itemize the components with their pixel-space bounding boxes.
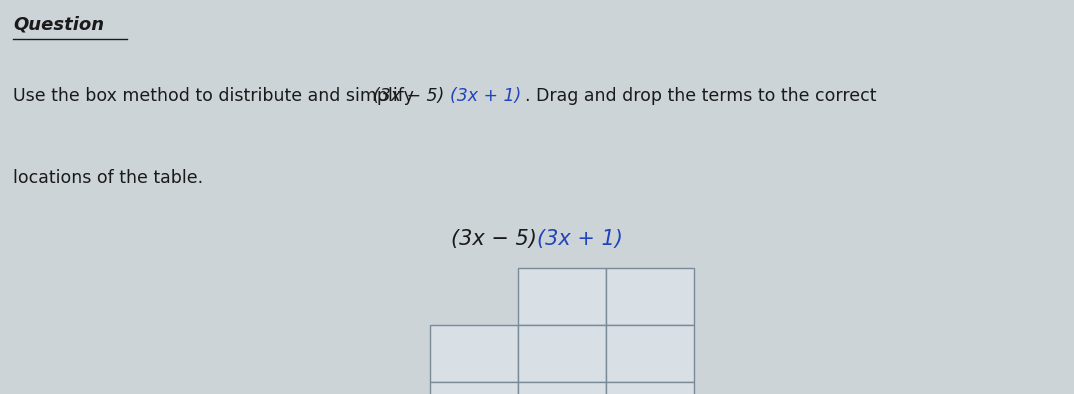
Bar bbox=[606, 268, 694, 325]
Text: (3x + 1): (3x + 1) bbox=[537, 229, 623, 249]
Bar bbox=[606, 382, 694, 394]
Text: (3x + 1): (3x + 1) bbox=[450, 87, 521, 105]
Text: (3x − 5): (3x − 5) bbox=[451, 229, 537, 249]
Bar bbox=[518, 382, 606, 394]
Bar bbox=[606, 325, 694, 382]
Bar bbox=[430, 325, 518, 382]
Text: (3x − 5): (3x − 5) bbox=[373, 87, 444, 105]
Text: Use the box method to distribute and simplify: Use the box method to distribute and sim… bbox=[13, 87, 419, 105]
Text: locations of the table.: locations of the table. bbox=[13, 169, 203, 188]
Bar bbox=[518, 325, 606, 382]
Bar bbox=[518, 268, 606, 325]
Text: . Drag and drop the terms to the correct: . Drag and drop the terms to the correct bbox=[525, 87, 876, 105]
Text: Question: Question bbox=[13, 16, 104, 34]
Bar bbox=[430, 382, 518, 394]
